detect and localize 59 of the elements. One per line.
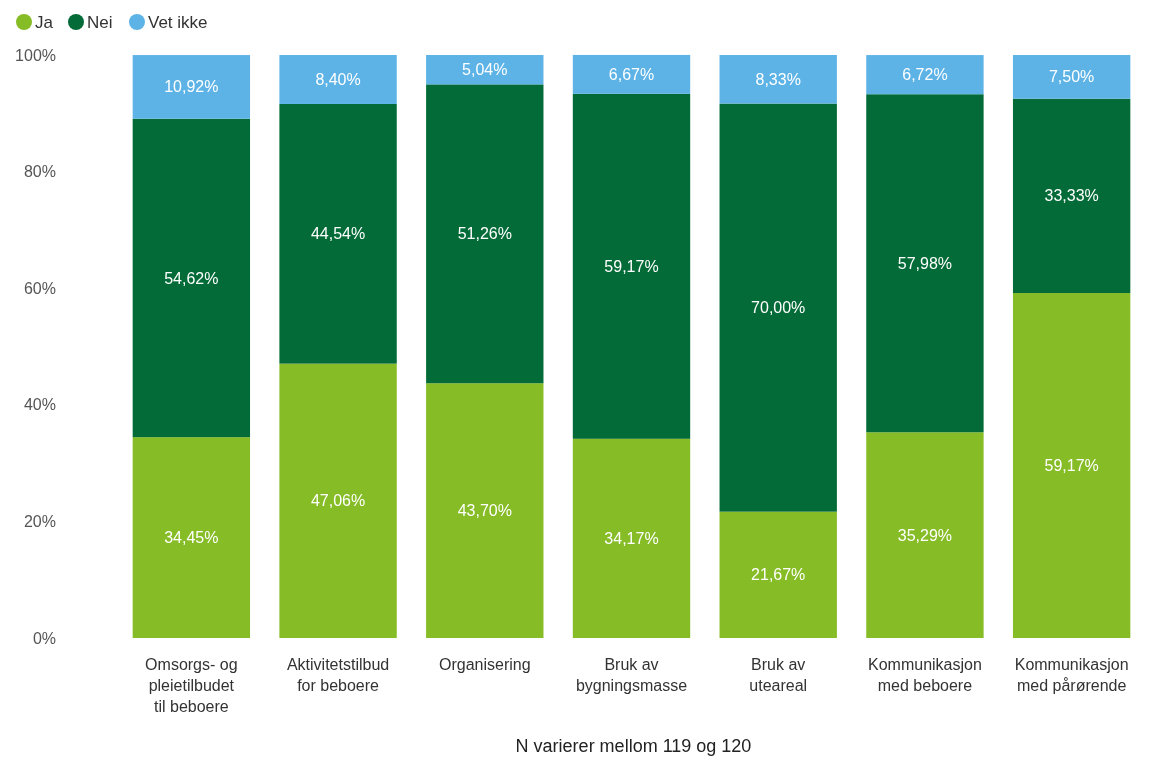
legend-label: Vet ikke [148,12,208,32]
bar [572,93,691,439]
data-label: 34,17% [604,529,659,547]
legend-label: Nei [87,12,113,32]
data-label: 43,70% [457,502,512,520]
y-tick-label: 40% [23,396,56,414]
x-tick-label: Kommunikasjon med beboere [868,656,982,694]
bar [719,103,837,512]
bar [279,363,397,638]
x-axis-title: N varierer mellom 119 og 120 [515,736,752,756]
data-label: 54,62% [164,269,219,287]
data-label: 8,40% [315,71,361,89]
data-label: 5,04% [462,61,508,79]
data-label: 34,45% [164,529,219,547]
x-tick-label: Organisering [438,656,531,673]
x-tick-label: Kommunikasjon med pårørende [1014,656,1129,694]
legend-label: Ja [35,12,54,32]
bar [132,55,251,119]
bar [279,55,397,104]
data-label: 57,98% [897,254,953,272]
y-tick-label: 100% [15,46,56,64]
data-label: 8,33% [755,70,801,88]
data-label: 51,26% [457,225,512,243]
y-tick-label: 60% [23,279,56,297]
bar [426,383,544,638]
x-tick-label: Omsorgs- og pleietilbudet til beboere [145,656,238,715]
data-label: 59,17% [1044,457,1099,475]
bar [866,55,984,95]
data-label: 70,00% [751,299,806,317]
data-label: 44,54% [310,225,366,243]
x-tick-label: Aktivitetstilbud for beboere [286,656,390,694]
x-tick-label: Bruk av uteareal [749,656,808,694]
bar [572,54,691,94]
y-tick-label: 80% [23,163,56,181]
x-tick-label: Bruk av bygningsmasse [575,656,688,694]
bar [866,432,984,638]
data-label: 6,67% [608,65,655,83]
y-tick-label: 0% [32,629,56,647]
data-label: 7,50% [1048,68,1095,86]
bar [132,437,251,638]
data-label: 35,29% [897,526,953,544]
bar [866,94,984,433]
data-label: 6,72% [902,66,948,84]
data-label: 59,17% [604,257,659,275]
bar [132,118,251,438]
bar [426,55,544,85]
data-label: 10,92% [164,78,219,96]
data-label: 47,06% [310,492,366,510]
data-label: 21,67% [751,566,806,584]
bar [279,103,397,364]
bar [719,511,837,638]
bar [572,438,691,638]
y-tick-label: 20% [23,513,56,530]
data-label: 33,33% [1044,187,1099,205]
bar [1012,98,1131,294]
bar [426,84,544,384]
bar [1012,293,1131,638]
bar [1012,55,1131,99]
bar [719,55,837,104]
